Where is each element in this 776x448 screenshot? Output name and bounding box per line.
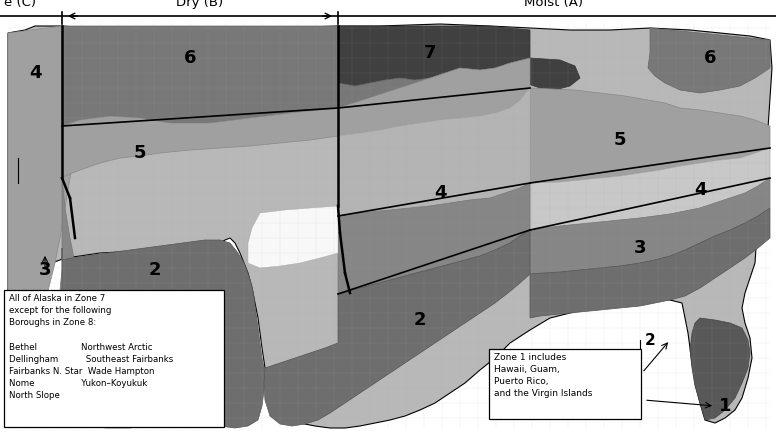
Polygon shape xyxy=(510,58,580,90)
Polygon shape xyxy=(530,178,770,274)
Polygon shape xyxy=(338,88,530,216)
Text: 6: 6 xyxy=(184,49,196,67)
Text: Moist (A): Moist (A) xyxy=(525,0,584,9)
Text: 4: 4 xyxy=(694,181,706,199)
Text: 3: 3 xyxy=(634,239,646,257)
Text: 6: 6 xyxy=(704,49,716,67)
Text: All of Alaska in Zone 7
except for the following
Boroughs in Zone 8:

Bethel    : All of Alaska in Zone 7 except for the f… xyxy=(9,294,173,400)
Text: 2: 2 xyxy=(645,332,656,348)
Text: 5: 5 xyxy=(133,144,146,162)
Text: 3: 3 xyxy=(39,261,51,279)
Polygon shape xyxy=(28,178,80,418)
Polygon shape xyxy=(530,88,770,183)
Polygon shape xyxy=(264,230,530,426)
Text: 1: 1 xyxy=(719,397,731,415)
Polygon shape xyxy=(338,26,530,86)
Polygon shape xyxy=(82,318,125,350)
Text: 4: 4 xyxy=(434,184,446,202)
FancyBboxPatch shape xyxy=(4,290,224,427)
Polygon shape xyxy=(8,26,80,398)
Text: 4: 4 xyxy=(29,64,41,82)
Text: 2: 2 xyxy=(414,311,426,329)
Polygon shape xyxy=(248,206,338,268)
Polygon shape xyxy=(148,290,178,313)
Polygon shape xyxy=(530,148,770,230)
Polygon shape xyxy=(62,26,430,126)
Polygon shape xyxy=(62,240,265,428)
Text: e (C): e (C) xyxy=(4,0,36,9)
Polygon shape xyxy=(338,183,530,294)
Polygon shape xyxy=(5,24,772,428)
Text: Dry (B): Dry (B) xyxy=(176,0,223,9)
Polygon shape xyxy=(690,318,750,420)
Text: 2: 2 xyxy=(149,261,161,279)
Polygon shape xyxy=(62,58,530,178)
Text: Zone 1 includes
Hawaii, Guam,
Puerto Rico,
and the Virgin Islands: Zone 1 includes Hawaii, Guam, Puerto Ric… xyxy=(494,353,592,398)
Polygon shape xyxy=(648,28,770,93)
Text: 5: 5 xyxy=(614,131,626,149)
Text: 7: 7 xyxy=(424,44,436,62)
Polygon shape xyxy=(530,208,770,318)
FancyBboxPatch shape xyxy=(489,349,641,419)
